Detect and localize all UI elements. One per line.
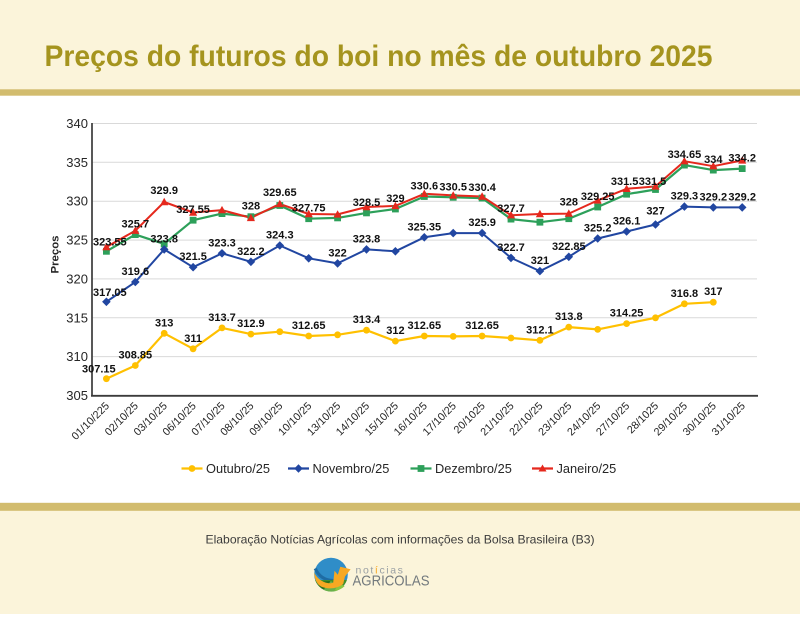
svg-text:323.8: 323.8 <box>150 233 178 245</box>
svg-text:325: 325 <box>66 233 88 248</box>
svg-text:334.65: 334.65 <box>668 149 702 161</box>
svg-text:331.5: 331.5 <box>611 176 639 188</box>
svg-text:Outubro/25: Outubro/25 <box>206 461 270 476</box>
svg-text:328: 328 <box>242 201 260 213</box>
svg-text:324.3: 324.3 <box>266 230 294 242</box>
svg-text:329.65: 329.65 <box>263 187 297 199</box>
svg-text:327.75: 327.75 <box>292 203 326 215</box>
svg-text:notícias: notícias <box>356 565 405 577</box>
svg-text:329.3: 329.3 <box>671 191 699 203</box>
svg-text:330.4: 330.4 <box>468 182 496 194</box>
svg-text:320: 320 <box>66 271 88 286</box>
svg-text:327.7: 327.7 <box>497 203 525 215</box>
svg-text:330.6: 330.6 <box>411 181 439 193</box>
svg-text:323.55: 323.55 <box>93 236 127 248</box>
svg-text:Preços: Preços <box>50 236 62 274</box>
svg-text:331.5: 331.5 <box>639 176 667 188</box>
svg-text:Dezembro/25: Dezembro/25 <box>435 461 512 476</box>
svg-text:307.15: 307.15 <box>82 364 116 376</box>
svg-text:322.85: 322.85 <box>552 241 586 253</box>
svg-text:312: 312 <box>386 325 404 337</box>
svg-text:329.9: 329.9 <box>150 185 178 197</box>
svg-text:330: 330 <box>66 194 88 209</box>
svg-text:335: 335 <box>66 155 88 170</box>
svg-text:312.65: 312.65 <box>407 320 441 332</box>
svg-text:317: 317 <box>704 286 722 298</box>
svg-text:326.1: 326.1 <box>613 216 641 228</box>
svg-text:305: 305 <box>66 388 88 403</box>
svg-text:319.6: 319.6 <box>122 266 150 278</box>
svg-text:Preços do futuros do boi no mê: Preços do futuros do boi no mês de outub… <box>45 40 713 73</box>
svg-text:328.5: 328.5 <box>353 197 381 209</box>
svg-text:334: 334 <box>704 154 723 166</box>
svg-text:313: 313 <box>155 317 173 329</box>
svg-text:311: 311 <box>184 333 202 345</box>
svg-text:340: 340 <box>66 116 88 131</box>
svg-text:328: 328 <box>560 197 578 209</box>
svg-text:321.5: 321.5 <box>179 251 207 263</box>
svg-text:Janeiro/25: Janeiro/25 <box>557 461 617 476</box>
svg-text:312.65: 312.65 <box>292 320 326 332</box>
svg-text:312.9: 312.9 <box>237 318 265 330</box>
svg-text:313.7: 313.7 <box>208 312 236 324</box>
svg-text:316.8: 316.8 <box>671 288 699 300</box>
svg-text:322.7: 322.7 <box>497 242 525 254</box>
svg-text:315: 315 <box>66 310 88 325</box>
svg-text:322.2: 322.2 <box>237 246 265 258</box>
svg-text:329.2: 329.2 <box>700 191 728 203</box>
svg-text:Elaboração Notícias Agrícolas: Elaboração Notícias Agrícolas com inform… <box>206 533 595 547</box>
svg-text:Novembro/25: Novembro/25 <box>313 461 390 476</box>
svg-text:323.3: 323.3 <box>208 237 236 249</box>
svg-text:322: 322 <box>328 247 346 259</box>
svg-text:321: 321 <box>531 255 549 267</box>
svg-text:325.2: 325.2 <box>584 223 612 235</box>
svg-text:310: 310 <box>66 349 88 364</box>
svg-text:329.25: 329.25 <box>581 191 615 203</box>
svg-text:314.25: 314.25 <box>610 308 644 320</box>
svg-text:317.05: 317.05 <box>93 287 127 299</box>
svg-text:330.5: 330.5 <box>439 181 467 193</box>
svg-text:325.9: 325.9 <box>468 217 496 229</box>
svg-text:329.2: 329.2 <box>728 191 756 203</box>
svg-text:AGRICOLAS: AGRICOLAS <box>353 574 430 590</box>
svg-text:312.1: 312.1 <box>526 324 554 336</box>
svg-text:312.65: 312.65 <box>465 320 499 332</box>
svg-text:329: 329 <box>386 193 404 205</box>
svg-text:325.35: 325.35 <box>407 221 441 233</box>
svg-text:323.8: 323.8 <box>353 233 381 245</box>
svg-text:308.85: 308.85 <box>118 350 152 362</box>
svg-text:313.8: 313.8 <box>555 311 583 323</box>
svg-text:327.55: 327.55 <box>176 204 210 216</box>
svg-text:325.7: 325.7 <box>122 219 150 231</box>
svg-text:334.2: 334.2 <box>728 153 756 165</box>
svg-text:313.4: 313.4 <box>353 314 381 326</box>
svg-text:327: 327 <box>646 206 664 218</box>
